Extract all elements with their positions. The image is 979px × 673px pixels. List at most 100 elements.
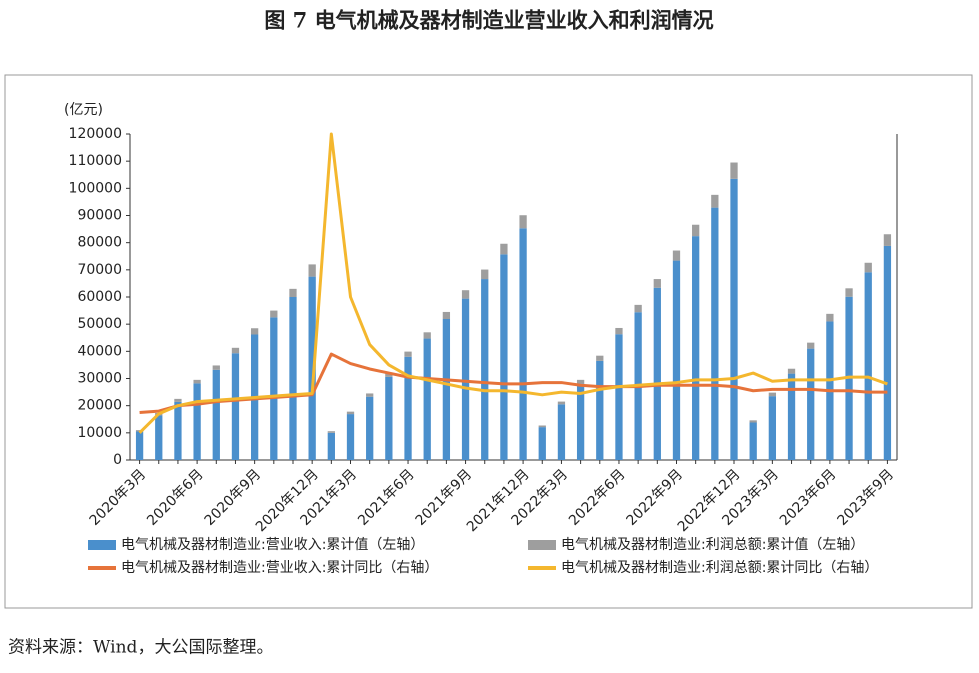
bar [749,422,757,460]
bar [538,425,546,428]
bar [711,207,719,460]
source-note: 资料来源：Wind，大公国际整理。 [8,638,273,658]
bar [231,347,240,354]
legend-label: 电气机械及器材制造业:营业收入:累计值（左轴） [121,537,424,553]
bar [883,245,892,460]
bar [404,356,412,460]
bar [730,162,738,179]
bar [672,260,681,460]
bar [787,373,796,460]
bar [692,236,700,460]
bar [730,178,738,460]
y-tick-label: 120000 [69,126,122,142]
y-axis-label: (亿元) [64,102,103,118]
bar [557,404,566,460]
bar [423,338,431,460]
y-tick-label: 10000 [77,425,122,441]
bar [270,317,278,460]
bar [864,262,872,273]
bar [768,396,777,460]
bar [385,372,393,377]
frame [4,74,973,609]
bar [807,348,815,460]
bar [538,427,546,460]
y-tick-label: 110000 [69,153,122,169]
bar [596,360,604,460]
chart-title: 图 7 电气机械及器材制造业营业收入和利润情况 [264,8,713,33]
legend-swatch [528,540,556,550]
bar [615,334,623,460]
bar [442,319,451,460]
bar [768,392,777,397]
bar [634,304,642,313]
legend-label: 电气机械及器材制造业:利润总额:累计值（左轴） [561,537,864,553]
bar [270,310,278,318]
bar [557,401,566,405]
y-tick-label: 40000 [77,343,122,359]
legend-label: 电气机械及器材制造业:利润总额:累计同比（右轴） [561,560,878,576]
bar [193,379,201,384]
y-tick-label: 90000 [77,208,122,224]
bar [826,313,834,322]
bar [423,332,431,339]
y-tick-label: 20000 [77,398,122,414]
bar [135,431,144,460]
bar [212,365,220,370]
bar [385,376,393,460]
bar [250,328,259,335]
bar [289,297,297,460]
bar [653,279,661,288]
bar [787,368,796,374]
bar [308,264,316,277]
bar [366,393,374,397]
bar [481,269,489,280]
y-tick-label: 60000 [77,289,122,305]
bar [231,353,240,460]
bar [155,415,163,460]
bar [404,351,412,357]
bar [653,287,661,460]
bar [864,272,872,460]
bar [308,276,316,460]
bar [327,432,335,460]
line-series [138,132,888,434]
bar [327,431,335,433]
bar [711,194,719,208]
bar [442,311,451,320]
bar [193,383,201,460]
bar [174,398,182,402]
y-tick-label: 0 [113,452,122,468]
bar [845,288,853,297]
legend-label: 电气机械及器材制造业:营业收入:累计同比（右轴） [121,560,438,576]
y-tick-label: 30000 [77,371,122,387]
bar [576,383,585,460]
bar [807,342,815,349]
bar [366,396,374,460]
bar [174,401,182,460]
bar [576,379,585,384]
bar [692,224,700,237]
bar [883,234,892,246]
bar [749,420,757,423]
bar [461,298,470,460]
bar [289,288,297,297]
y-tick-label: 100000 [69,180,122,196]
y-tick-label: 80000 [77,235,122,251]
bar [519,215,527,229]
y-tick-label: 70000 [77,262,122,278]
bar [615,327,623,335]
legend-swatch [88,540,116,550]
bar [596,355,604,361]
bar [500,254,508,460]
bar [500,243,508,255]
bar [212,369,220,460]
bar [461,290,470,299]
y-tick-label: 50000 [77,316,122,332]
bar [346,414,355,460]
bar [519,228,527,460]
bar [346,411,355,415]
bar [672,250,681,261]
bar [481,279,489,460]
